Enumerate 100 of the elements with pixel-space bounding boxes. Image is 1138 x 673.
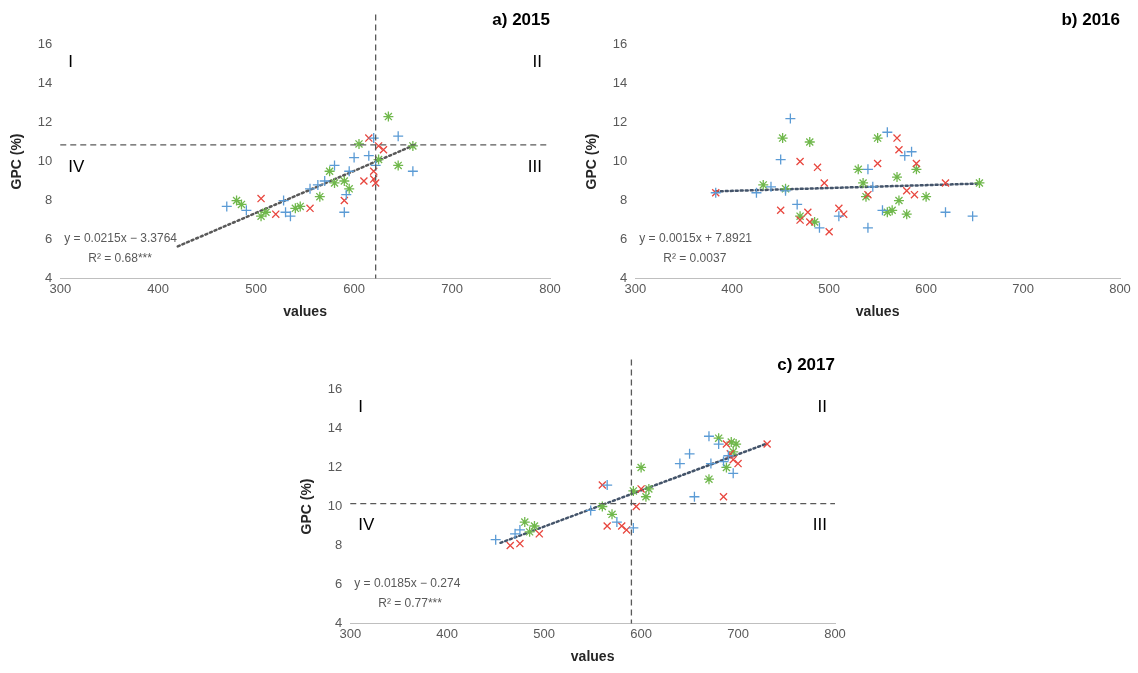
x-tick-label: 500 bbox=[245, 280, 268, 296]
point bbox=[535, 529, 544, 539]
point bbox=[323, 165, 336, 177]
point bbox=[363, 150, 375, 162]
point bbox=[319, 175, 331, 187]
chart-title: b) 2016 bbox=[1061, 9, 1120, 29]
annotation: II bbox=[817, 397, 827, 417]
point bbox=[725, 436, 737, 448]
point bbox=[973, 177, 986, 189]
point bbox=[824, 227, 834, 236]
y-tick-label: 12 bbox=[327, 459, 343, 475]
point bbox=[804, 136, 816, 148]
point bbox=[901, 208, 913, 220]
point bbox=[338, 175, 350, 187]
point bbox=[343, 165, 355, 177]
point bbox=[392, 159, 404, 172]
point bbox=[722, 439, 731, 449]
point bbox=[611, 516, 623, 528]
y-tick-label: 12 bbox=[37, 114, 53, 130]
point bbox=[905, 146, 918, 158]
x-tick-label: 400 bbox=[436, 625, 459, 641]
point bbox=[602, 521, 612, 531]
y-axis-title: GPC (%) bbox=[8, 133, 25, 190]
point bbox=[765, 181, 777, 193]
y-tick-label: 10 bbox=[327, 498, 343, 514]
point bbox=[627, 522, 639, 534]
point bbox=[305, 204, 315, 213]
point bbox=[255, 210, 267, 222]
x-tick-label: 600 bbox=[915, 280, 937, 296]
point bbox=[304, 183, 316, 195]
point bbox=[688, 491, 701, 503]
x-tick-label: 400 bbox=[147, 280, 170, 296]
chart-title: c) 2017 bbox=[777, 354, 835, 374]
point bbox=[857, 177, 869, 189]
point bbox=[632, 502, 641, 511]
point bbox=[221, 200, 233, 213]
point bbox=[860, 190, 872, 203]
point bbox=[392, 130, 404, 142]
point bbox=[374, 141, 383, 151]
point bbox=[506, 541, 515, 550]
point bbox=[720, 461, 733, 474]
point bbox=[727, 467, 739, 479]
point bbox=[328, 159, 341, 172]
x-axis-title: values bbox=[855, 303, 900, 320]
point bbox=[705, 457, 717, 470]
y-tick-label: 10 bbox=[612, 153, 628, 169]
annotation: R² = 0.0037 bbox=[663, 250, 727, 265]
point bbox=[805, 217, 814, 227]
y-tick-label: 16 bbox=[612, 35, 628, 51]
point bbox=[703, 473, 715, 485]
x-tick-label: 700 bbox=[1012, 280, 1034, 296]
annotation: IV bbox=[68, 156, 85, 176]
point bbox=[863, 190, 873, 199]
point bbox=[364, 133, 373, 143]
point bbox=[277, 194, 290, 207]
point bbox=[713, 432, 725, 444]
point bbox=[902, 186, 911, 195]
point bbox=[893, 194, 905, 207]
point bbox=[382, 110, 395, 123]
point bbox=[528, 520, 541, 532]
point bbox=[343, 183, 355, 195]
point bbox=[820, 178, 829, 188]
y-tick-label: 6 bbox=[620, 231, 628, 247]
point bbox=[839, 210, 848, 219]
point bbox=[606, 508, 618, 520]
x-tick-label: 700 bbox=[727, 625, 749, 641]
point bbox=[833, 210, 845, 222]
point bbox=[338, 206, 350, 218]
point bbox=[757, 179, 769, 191]
point bbox=[876, 204, 889, 216]
point bbox=[750, 187, 763, 199]
annotation: I bbox=[358, 397, 363, 417]
y-tick-label: 8 bbox=[335, 537, 343, 553]
point bbox=[722, 450, 735, 462]
point bbox=[891, 171, 903, 183]
point bbox=[379, 145, 388, 154]
point bbox=[791, 198, 803, 211]
point bbox=[776, 132, 789, 144]
y-tick-label: 14 bbox=[327, 420, 343, 436]
point bbox=[314, 190, 326, 203]
point bbox=[795, 215, 805, 225]
point bbox=[359, 176, 369, 186]
point bbox=[939, 206, 952, 218]
point bbox=[289, 202, 301, 214]
point bbox=[585, 504, 597, 517]
point bbox=[852, 163, 864, 175]
annotation: II bbox=[532, 52, 542, 72]
point bbox=[617, 521, 626, 531]
point bbox=[407, 140, 419, 152]
x-axis-title: values bbox=[283, 303, 328, 320]
point bbox=[340, 189, 352, 201]
point bbox=[371, 178, 380, 188]
point bbox=[519, 516, 531, 528]
point bbox=[340, 196, 349, 205]
x-tick-label: 600 bbox=[630, 625, 652, 641]
point bbox=[733, 459, 743, 468]
point bbox=[328, 177, 341, 189]
point bbox=[601, 479, 613, 491]
point bbox=[240, 204, 253, 216]
y-tick-label: 6 bbox=[335, 576, 343, 592]
